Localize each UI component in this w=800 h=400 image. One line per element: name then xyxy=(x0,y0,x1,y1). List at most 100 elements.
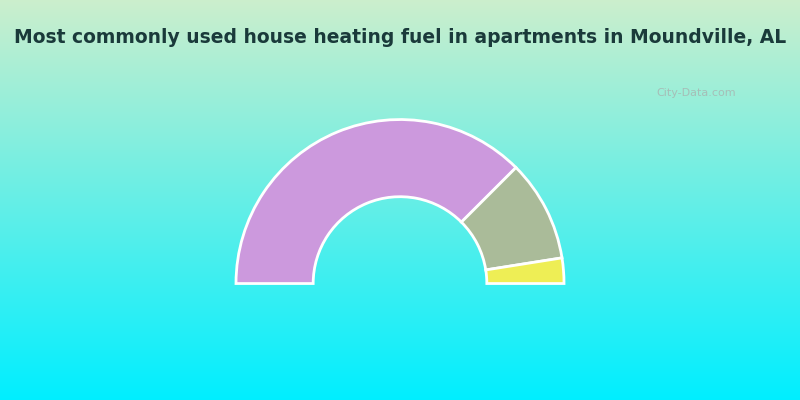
Bar xyxy=(0,112,800,114)
Bar xyxy=(0,74,800,76)
Bar xyxy=(0,22,800,24)
Bar xyxy=(0,246,800,248)
Bar xyxy=(0,240,800,242)
Bar xyxy=(0,72,800,74)
Bar xyxy=(0,392,800,394)
Bar xyxy=(0,24,800,26)
Text: City-Data.com: City-Data.com xyxy=(656,88,736,98)
Bar xyxy=(0,54,800,56)
Bar xyxy=(0,200,800,202)
Bar xyxy=(0,156,800,158)
Bar xyxy=(0,248,800,250)
Bar xyxy=(0,266,800,268)
Bar xyxy=(0,118,800,120)
Bar xyxy=(0,304,800,306)
Bar xyxy=(0,398,800,400)
Text: Most commonly used house heating fuel in apartments in Moundville, AL: Most commonly used house heating fuel in… xyxy=(14,28,786,47)
Bar xyxy=(0,40,800,42)
Bar xyxy=(0,172,800,174)
Bar xyxy=(0,158,800,160)
Bar xyxy=(0,124,800,126)
Bar xyxy=(0,278,800,280)
Bar xyxy=(0,88,800,90)
Bar xyxy=(0,180,800,182)
Bar xyxy=(0,196,800,198)
Bar xyxy=(0,108,800,110)
Bar xyxy=(0,140,800,142)
Bar xyxy=(0,314,800,316)
Bar xyxy=(0,106,800,108)
Bar xyxy=(0,284,800,286)
Bar xyxy=(0,320,800,322)
Bar xyxy=(0,362,800,364)
Bar xyxy=(0,352,800,354)
Bar xyxy=(0,310,800,312)
Bar xyxy=(0,372,800,374)
Bar xyxy=(0,122,800,124)
Bar xyxy=(0,70,800,72)
Bar xyxy=(0,258,800,260)
Bar xyxy=(0,358,800,360)
Bar xyxy=(0,64,800,66)
Bar xyxy=(0,0,800,2)
Bar xyxy=(0,164,800,166)
Bar xyxy=(0,60,800,62)
Bar xyxy=(0,342,800,344)
Bar xyxy=(0,46,800,48)
Bar xyxy=(0,324,800,326)
Bar xyxy=(0,344,800,346)
Bar xyxy=(0,136,800,138)
Bar xyxy=(0,192,800,194)
Bar xyxy=(0,2,800,4)
Bar xyxy=(0,162,800,164)
Bar xyxy=(0,236,800,238)
Bar xyxy=(0,18,800,20)
Bar xyxy=(0,360,800,362)
Bar xyxy=(0,104,800,106)
Bar xyxy=(0,370,800,372)
Bar xyxy=(0,340,800,342)
Wedge shape xyxy=(236,120,516,284)
Bar xyxy=(0,28,800,30)
Bar xyxy=(0,44,800,46)
Bar xyxy=(0,168,800,170)
Bar xyxy=(0,374,800,376)
Bar xyxy=(0,214,800,216)
Bar xyxy=(0,202,800,204)
Bar xyxy=(0,330,800,332)
Bar xyxy=(0,212,800,214)
Bar xyxy=(0,388,800,390)
Bar xyxy=(0,32,800,34)
Bar xyxy=(0,396,800,398)
Bar xyxy=(0,144,800,146)
Bar xyxy=(0,66,800,68)
Bar xyxy=(0,98,800,100)
Bar xyxy=(0,146,800,148)
Bar xyxy=(0,234,800,236)
Bar xyxy=(0,26,800,28)
Bar xyxy=(0,292,800,294)
Bar xyxy=(0,138,800,140)
Bar xyxy=(0,114,800,116)
Bar xyxy=(0,100,800,102)
Bar xyxy=(0,90,800,92)
Bar xyxy=(0,326,800,328)
Bar xyxy=(0,92,800,94)
Bar xyxy=(0,56,800,58)
Bar xyxy=(0,274,800,276)
Bar xyxy=(0,52,800,54)
Bar xyxy=(0,298,800,300)
Bar xyxy=(0,300,800,302)
Bar xyxy=(0,198,800,200)
Bar xyxy=(0,252,800,254)
Bar xyxy=(0,96,800,98)
Bar xyxy=(0,346,800,348)
Bar xyxy=(0,378,800,380)
Bar xyxy=(0,132,800,134)
Bar xyxy=(0,148,800,150)
Bar xyxy=(0,42,800,44)
Bar xyxy=(0,178,800,180)
Bar xyxy=(0,36,800,38)
Bar xyxy=(0,182,800,184)
Bar xyxy=(0,30,800,32)
